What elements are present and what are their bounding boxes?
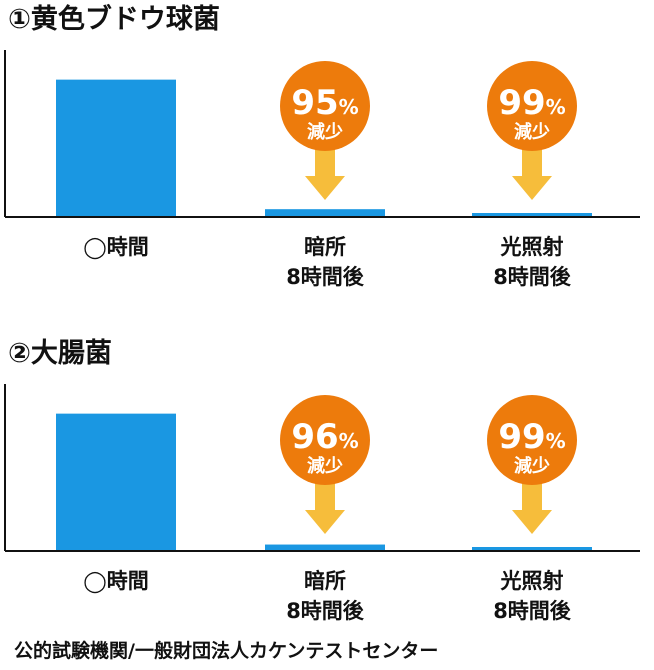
category-label: 8時間後 xyxy=(286,599,365,623)
chart-title-1: ①黄色ブドウ球菌 xyxy=(8,4,220,35)
category-label: ◯時間 xyxy=(83,569,149,594)
chart-panel-1: ①黄色ブドウ球菌 ◯時間 暗所 8時間後 光照射 8時間後 95% 減少 99% 減少 xyxy=(0,0,654,300)
down-arrow-icon xyxy=(305,148,345,200)
bar-3 xyxy=(472,547,592,550)
category-label: 8時間後 xyxy=(493,599,572,623)
reduction-badge: 96%減少 xyxy=(280,395,370,534)
category-label: 光照射 xyxy=(500,235,564,259)
reduction-circle xyxy=(487,61,577,151)
bar-1 xyxy=(56,79,176,216)
down-arrow-icon xyxy=(512,148,552,200)
reduction-percent: 96% xyxy=(291,417,358,457)
reduction-label: 減少 xyxy=(514,121,550,143)
reduction-circle xyxy=(280,61,370,151)
category-label: 8時間後 xyxy=(286,265,365,289)
reduction-badge: 99%減少 xyxy=(487,395,577,534)
reduction-percent: 95% xyxy=(291,83,358,123)
reduction-badge: 99%減少 xyxy=(487,61,577,200)
category-label: 暗所 xyxy=(304,235,346,259)
reduction-percent: 99% xyxy=(498,83,565,123)
bar-2 xyxy=(265,544,385,550)
chart-title-2: ②大腸菌 xyxy=(8,338,112,369)
reduction-label: 減少 xyxy=(307,455,343,477)
reduction-badge: 95%減少 xyxy=(280,61,370,200)
reduction-percent: 99% xyxy=(498,417,565,457)
reduction-label: 減少 xyxy=(514,455,550,477)
down-arrow-icon xyxy=(305,482,345,534)
reduction-circle xyxy=(487,395,577,485)
bar-1 xyxy=(56,413,176,550)
source-footnote: 公的試験機関/一般財団法人カケンテストセンター xyxy=(14,640,439,662)
category-label: 暗所 xyxy=(304,569,346,593)
category-label: 8時間後 xyxy=(493,265,572,289)
bar-2 xyxy=(265,209,385,216)
category-label: ◯時間 xyxy=(83,235,149,260)
down-arrow-icon xyxy=(512,482,552,534)
bar-3 xyxy=(472,213,592,216)
category-label: 光照射 xyxy=(500,569,564,593)
reduction-circle xyxy=(280,395,370,485)
chart-panel-2: ②大腸菌 ◯時間 暗所 8時間後 光照射 8時間後 96% 減少 99% 減少 xyxy=(0,334,654,634)
reduction-label: 減少 xyxy=(307,121,343,143)
